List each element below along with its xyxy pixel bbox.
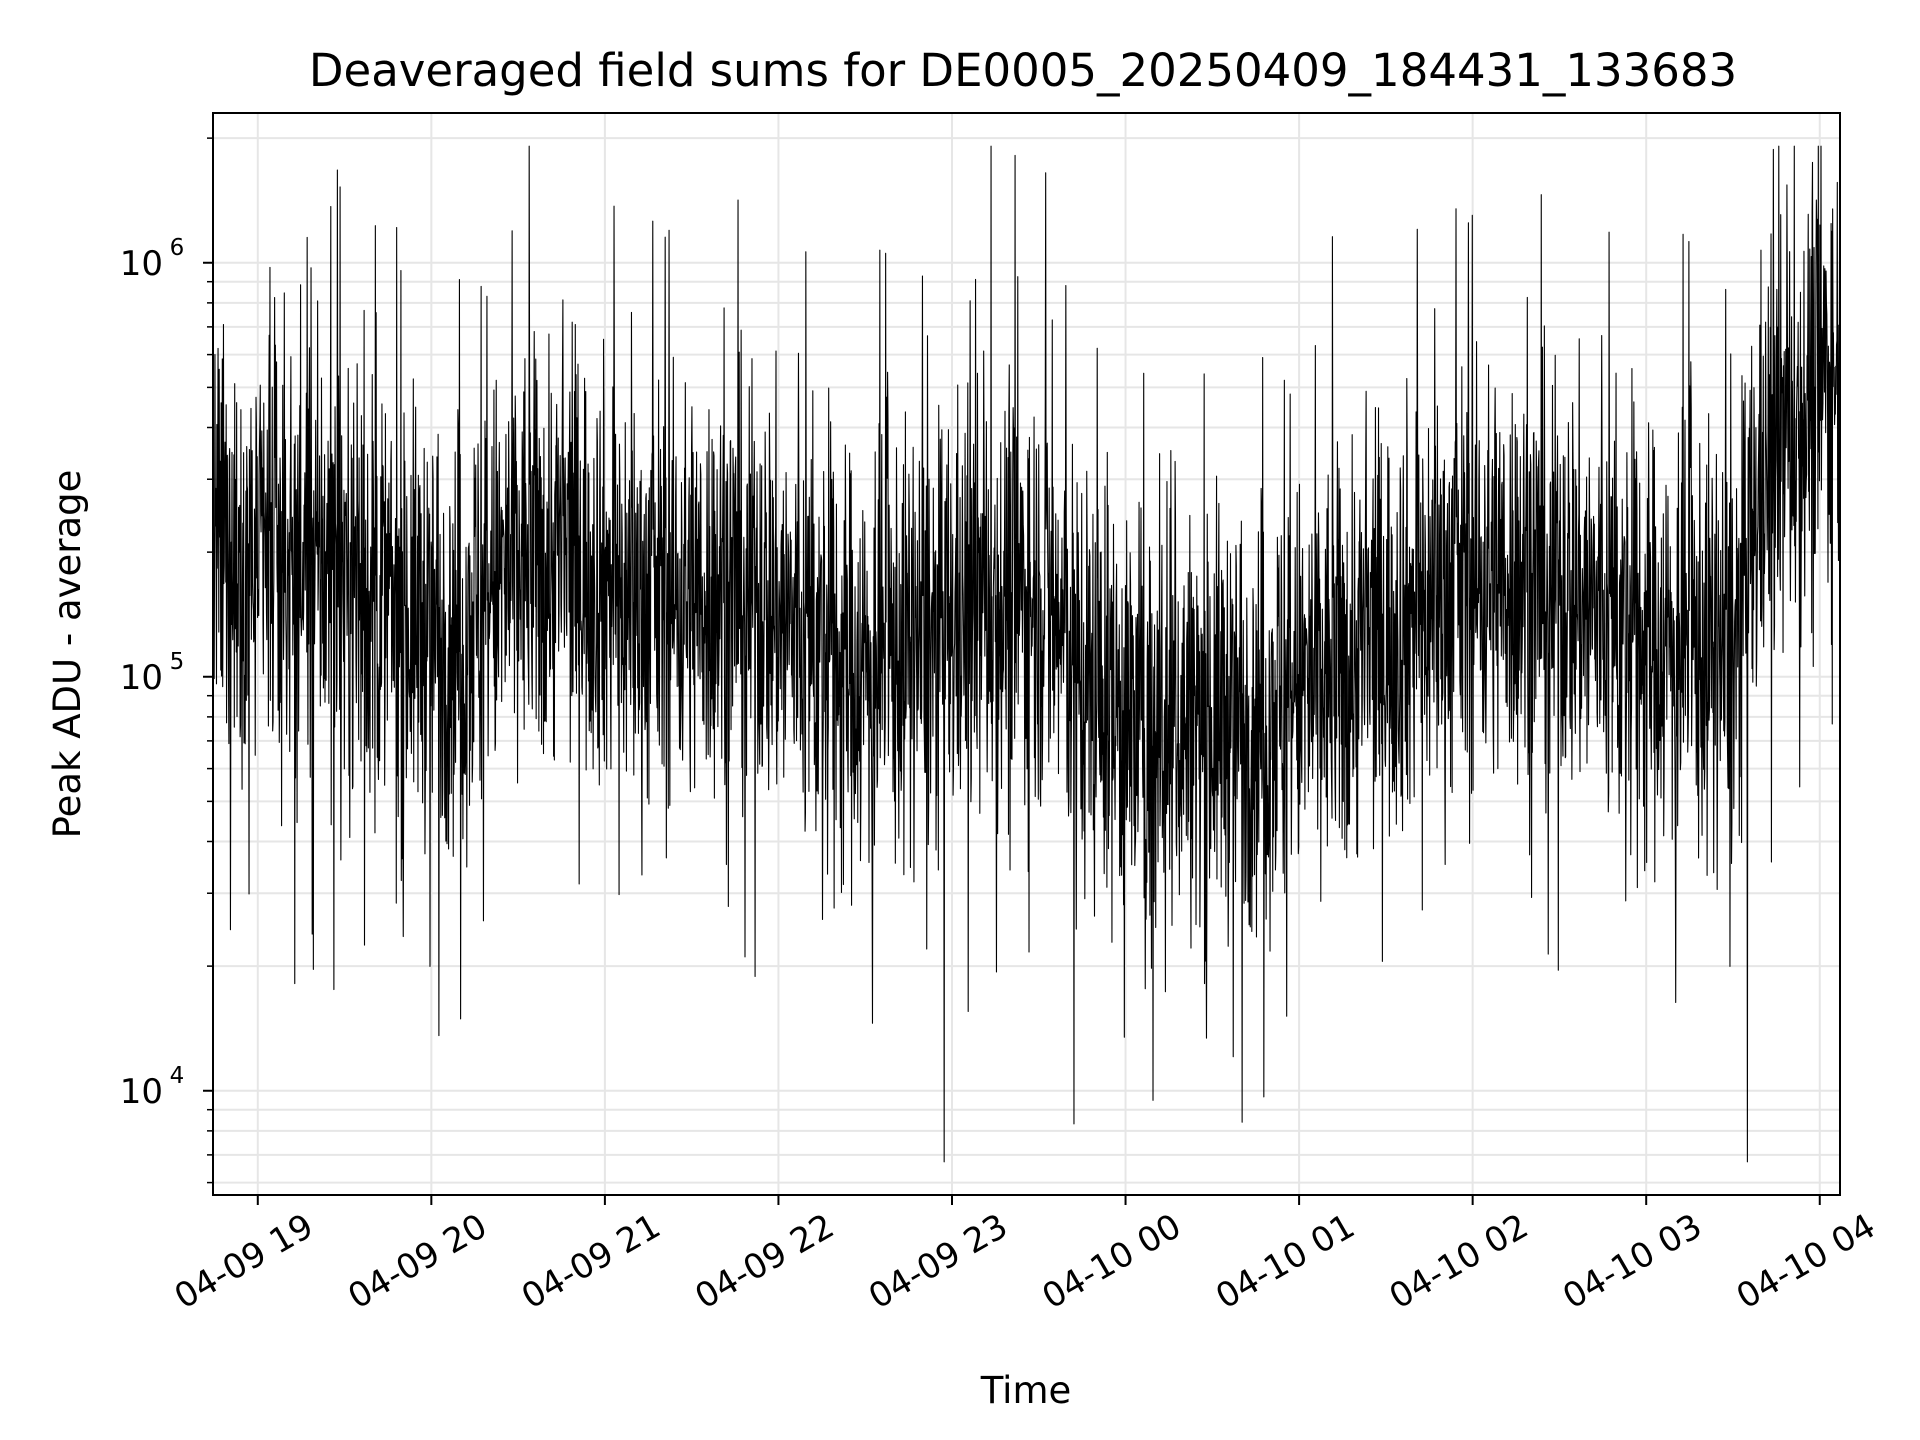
chart-title: Deaveraged field sums for DE0005_2025040… xyxy=(309,44,1737,97)
y-tick-base: 10 xyxy=(120,244,163,284)
plot-frame xyxy=(212,112,1841,1196)
y-tick-base: 10 xyxy=(120,658,163,698)
y-tick-exponent: 6 xyxy=(170,235,185,261)
series-line xyxy=(213,145,1840,1163)
y-tick-exponent: 4 xyxy=(170,1063,185,1089)
y-axis: 10 4 10 5 10 6 xyxy=(120,137,213,1184)
y-axis-label: Peak ADU - average xyxy=(46,470,89,839)
y-tick-label: 10 6 xyxy=(120,235,185,284)
y-tick-base: 10 xyxy=(120,1072,163,1112)
x-axis-label: Time xyxy=(980,1369,1072,1412)
y-tick-label: 10 5 xyxy=(120,649,185,698)
series-group xyxy=(213,145,1840,1163)
y-tick-label: 10 4 xyxy=(120,1063,185,1112)
plot-area xyxy=(213,145,1840,1163)
y-tick-exponent: 5 xyxy=(170,649,185,675)
